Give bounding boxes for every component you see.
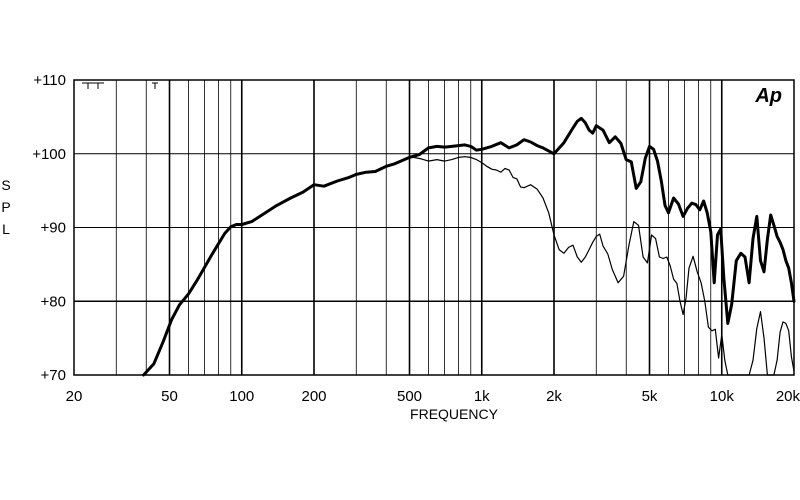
series-line-thick (142, 116, 796, 377)
horizontal-grid (74, 153, 794, 303)
y-axis-label-letter: S (1, 177, 10, 193)
x-tick-label: 1k (474, 388, 490, 405)
x-axis-label: FREQUENCY (410, 406, 499, 422)
y-axis-label-letter: P (1, 199, 10, 215)
y-tick-label: +90 (41, 220, 66, 237)
x-tick-labels: 20 50 100 200 500 1k 2k 5k 10k 20k (66, 388, 800, 405)
series-group (142, 116, 796, 377)
corner-tick-mark (152, 82, 158, 89)
y-tick-labels: +70 +80 +90 +100 +110 (32, 72, 66, 384)
x-tick-label: 20 (66, 388, 83, 405)
corner-tick-mark (92, 82, 104, 89)
y-tick-label: +80 (41, 293, 66, 310)
corner-tick-marks (82, 82, 158, 89)
y-axis-label-letter: L (2, 221, 10, 237)
x-tick-label: 5k (642, 388, 658, 405)
series-line-thin (413, 156, 795, 376)
x-tick-label: 20k (776, 388, 800, 405)
x-tick-label: 2k (546, 388, 562, 405)
plot-frame (73, 79, 795, 376)
x-tick-label: 10k (710, 388, 735, 405)
x-tick-label: 50 (161, 388, 178, 405)
y-axis-label: SPL (1, 177, 10, 237)
x-tick-label: 500 (397, 388, 422, 405)
x-tick-label: 200 (301, 388, 326, 405)
corner-tick-mark (82, 82, 94, 89)
y-tick-label: +70 (41, 367, 66, 384)
y-tick-label: +110 (33, 72, 66, 89)
x-tick-label: 100 (229, 388, 254, 405)
y-tick-label: +100 (32, 146, 66, 163)
ap-logo: Ap (754, 85, 782, 107)
